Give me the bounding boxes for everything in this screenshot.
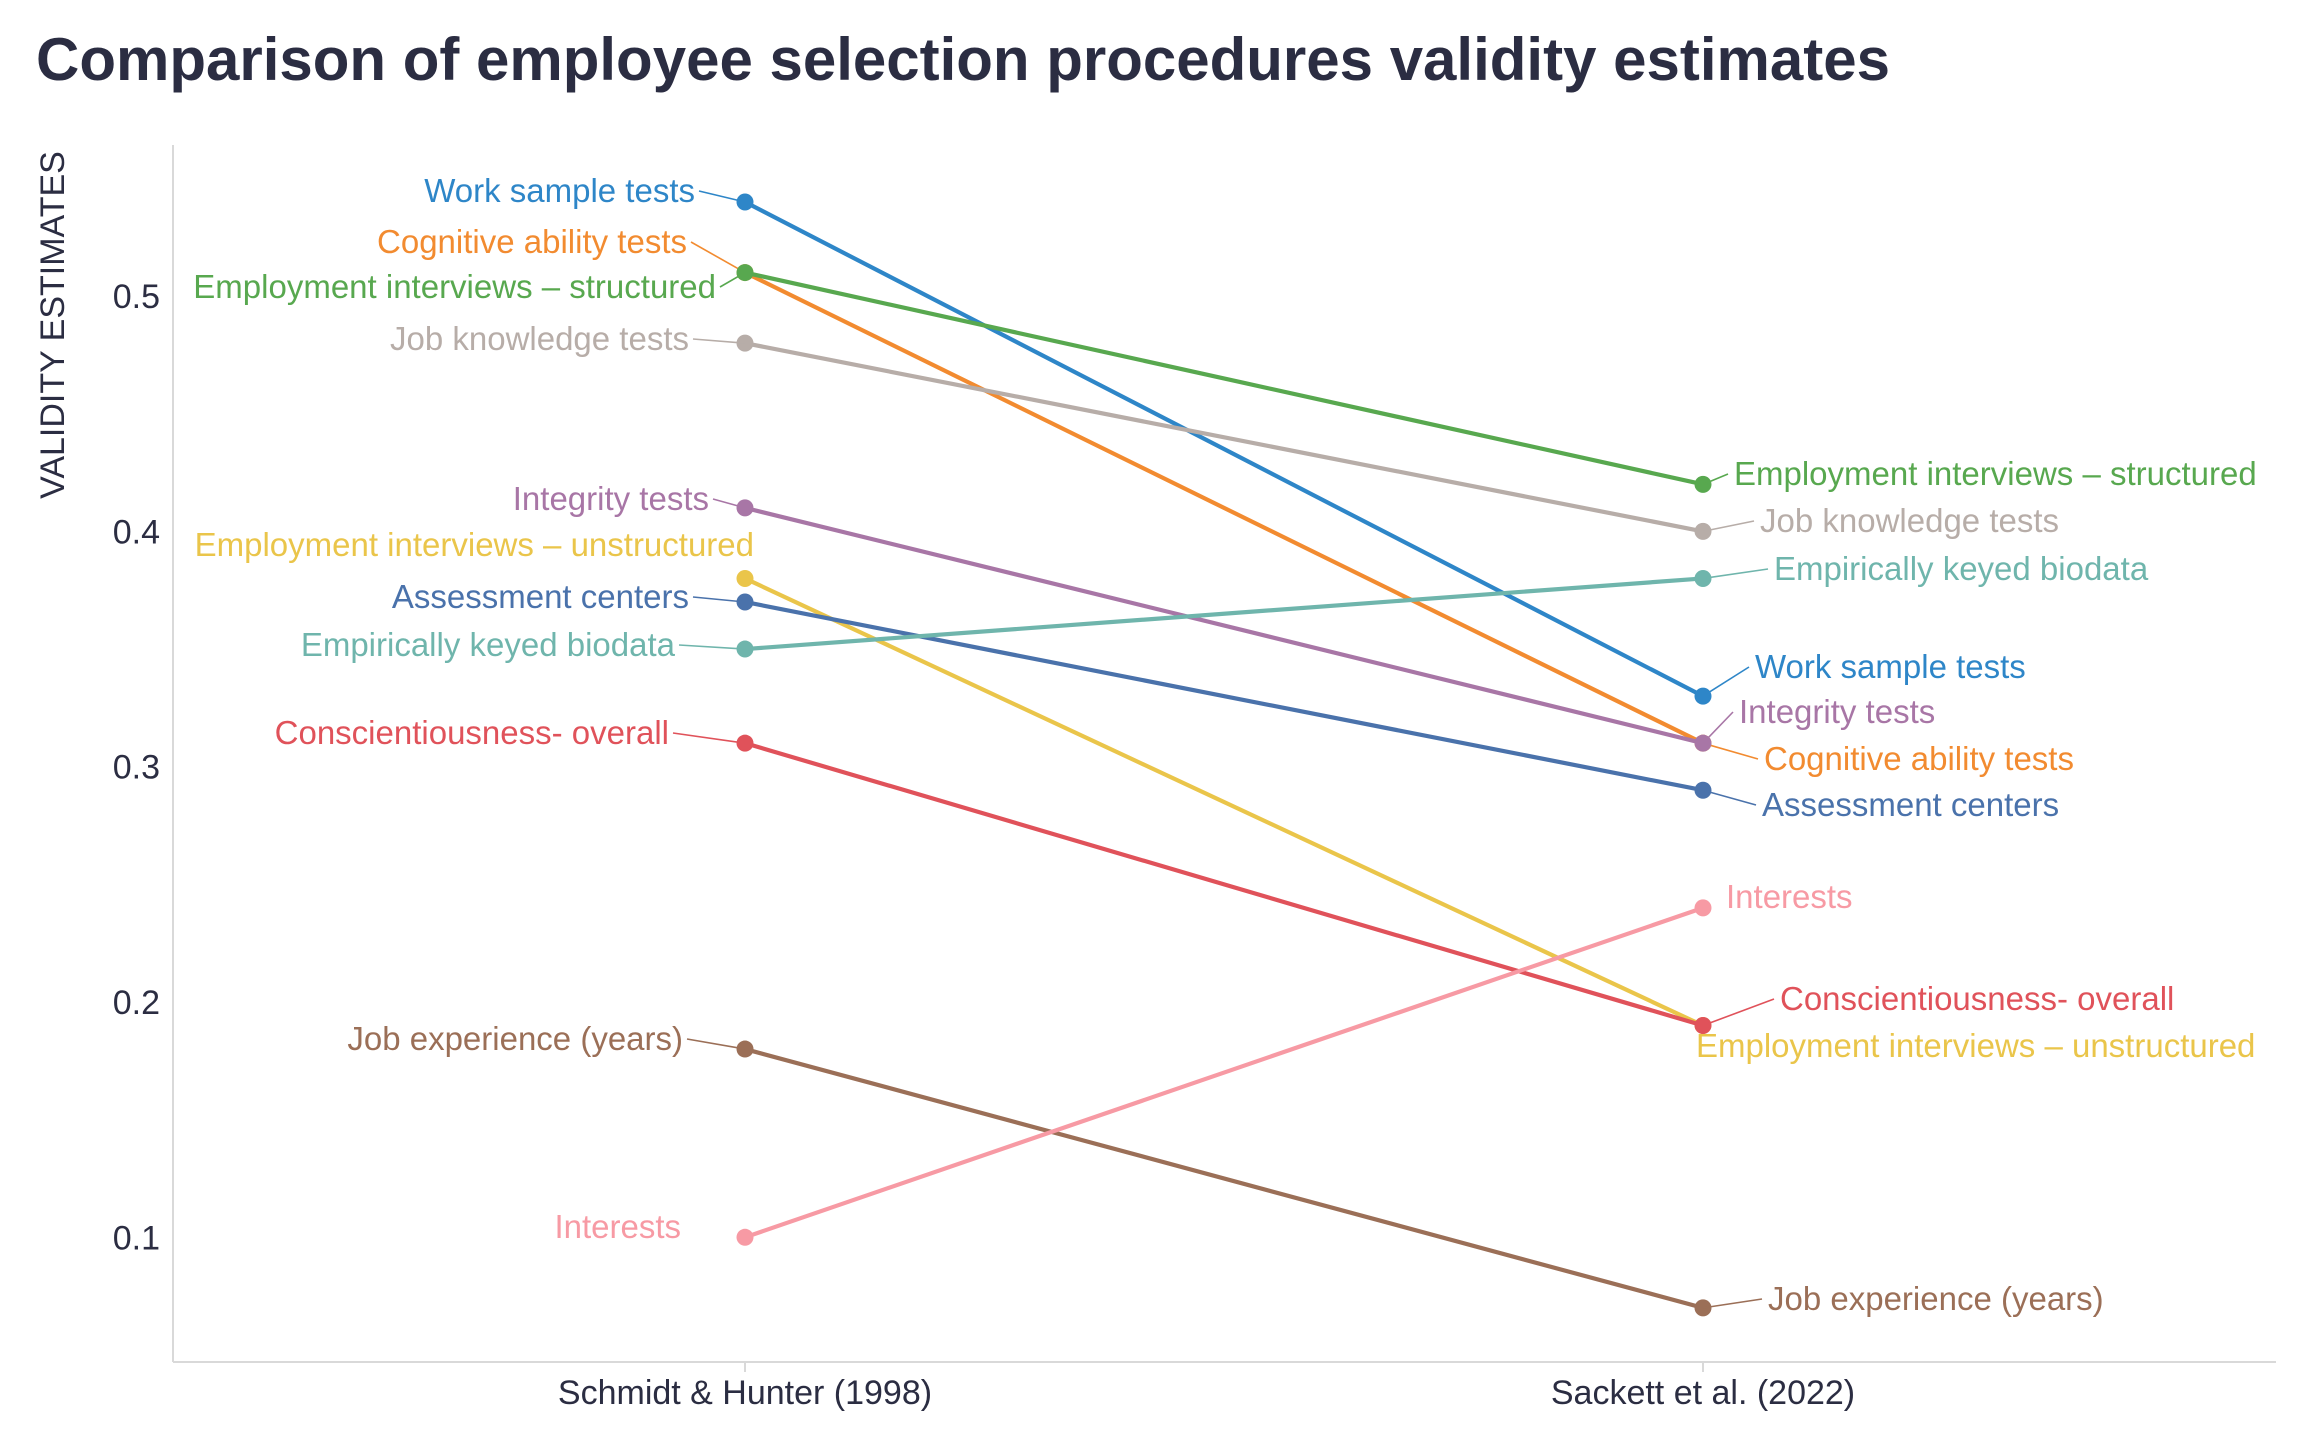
label-leader-line: [1702, 568, 1769, 580]
left-label-employment-interviews-unstructured: Employment interviews – unstructured: [195, 526, 754, 563]
right-label-employment-interviews-structured: Employment interviews – structured: [1734, 455, 2257, 492]
series-line: [742, 270, 1706, 487]
label-leader-line: [690, 241, 746, 274]
label-leader-line: [692, 338, 746, 344]
series-work-sample-tests: Work sample tests Work sample tests: [424, 172, 2026, 705]
data-point: [1694, 899, 1712, 917]
label-leader-line: [1702, 666, 1750, 697]
data-point: [736, 569, 754, 587]
left-label-integrity-tests: Integrity tests: [513, 480, 709, 517]
left-label-job-knowledge-tests: Job knowledge tests: [390, 320, 689, 357]
series-interests: Interests Interests: [554, 878, 1853, 1246]
left-label-work-sample-tests: Work sample tests: [424, 172, 695, 209]
series-cognitive-ability-tests: Cognitive ability tests Cognitive ability…: [377, 223, 2074, 777]
y-tick-label: 0.2: [113, 984, 160, 1022]
series-employment-interviews-unstructured: Employment interviews – unstructured Empl…: [195, 526, 2256, 1064]
label-leader-line: [1702, 473, 1729, 486]
label-leader-line: [719, 271, 746, 288]
y-tick-label: 0.5: [113, 278, 160, 316]
left-label-job-experience-years: Job experience (years): [347, 1020, 683, 1057]
series-line: [742, 599, 1706, 793]
label-leader-line: [672, 732, 746, 744]
right-label-assessment-centers: Assessment centers: [1762, 786, 2059, 823]
axes: [172, 145, 2276, 1363]
series-line: [742, 341, 1706, 534]
y-tick-label: 0.1: [113, 1219, 160, 1257]
series-conscientiousness-overall: Conscientiousness- overall Conscientiousn…: [275, 714, 2174, 1035]
label-leader-line: [698, 190, 746, 203]
label-leader-line: [1702, 520, 1755, 533]
series-line: [742, 576, 1706, 1028]
label-leader-line: [678, 644, 746, 650]
series-integrity-tests: Integrity tests Integrity tests: [513, 480, 1935, 752]
chart-title: Comparison of employee selection procedu…: [36, 26, 1890, 93]
left-label-employment-interviews-structured: Employment interviews – structured: [193, 268, 716, 305]
left-label-cognitive-ability-tests: Cognitive ability tests: [377, 223, 687, 260]
left-label-interests: Interests: [554, 1208, 681, 1245]
y-ticks: 0.1 0.2 0.3 0.4 0.5: [113, 278, 160, 1257]
right-label-work-sample-tests: Work sample tests: [1755, 648, 2026, 685]
label-leader-line: [1702, 711, 1734, 744]
right-label-integrity-tests: Integrity tests: [1739, 693, 1935, 730]
right-label-interests: Interests: [1726, 878, 1853, 915]
x-tick-label: Schmidt & Hunter (1998): [558, 1374, 932, 1412]
series-line: [742, 741, 1706, 1028]
series-empirically-keyed-biodata: Empirically keyed biodata Empirically key…: [301, 550, 2149, 663]
right-label-employment-interviews-unstructured: Employment interviews – unstructured: [1696, 1027, 2255, 1064]
label-leader-line: [686, 1038, 746, 1050]
right-label-job-experience-years: Job experience (years): [1768, 1280, 2104, 1317]
y-tick-label: 0.3: [113, 749, 160, 787]
label-leader-line: [1702, 789, 1757, 806]
series-job-knowledge-tests: Job knowledge tests Job knowledge tests: [390, 320, 2059, 540]
label-leader-line: [1702, 1298, 1763, 1309]
series-line: [742, 905, 1706, 1240]
series-line: [742, 199, 1706, 699]
y-tick-label: 0.4: [113, 513, 160, 551]
label-leader-line: [712, 498, 746, 509]
label-leader-line: [1702, 998, 1775, 1027]
label-leader-line: [692, 596, 746, 603]
series-assessment-centers: Assessment centers Assessment centers: [392, 578, 2059, 823]
right-label-cognitive-ability-tests: Cognitive ability tests: [1764, 740, 2074, 777]
right-label-conscientiousness-overall: Conscientiousness- overall: [1780, 980, 2174, 1017]
data-point: [736, 1228, 754, 1246]
right-label-job-knowledge-tests: Job knowledge tests: [1760, 502, 2059, 539]
series-line: [742, 505, 1706, 746]
left-label-empirically-keyed-biodata: Empirically keyed biodata: [301, 626, 676, 663]
x-ticks: Schmidt & Hunter (1998) Sackett et al. (2…: [558, 1362, 1855, 1412]
left-label-assessment-centers: Assessment centers: [392, 578, 689, 615]
left-label-conscientiousness-overall: Conscientiousness- overall: [275, 714, 669, 751]
right-label-empirically-keyed-biodata: Empirically keyed biodata: [1774, 550, 2149, 587]
series-line: [742, 576, 1706, 652]
series-line: [742, 1046, 1706, 1310]
series-employment-interviews-structured: Employment interviews – structured Employ…: [193, 264, 2257, 493]
label-leader-line: [1702, 742, 1759, 760]
y-axis-title: VALIDITY ESTIMATES: [34, 151, 72, 499]
series-line: [742, 270, 1706, 746]
x-tick-label: Sackett et al. (2022): [1551, 1374, 1855, 1412]
series-job-experience-years: Job experience (years) Job experience (ye…: [347, 1020, 2103, 1317]
